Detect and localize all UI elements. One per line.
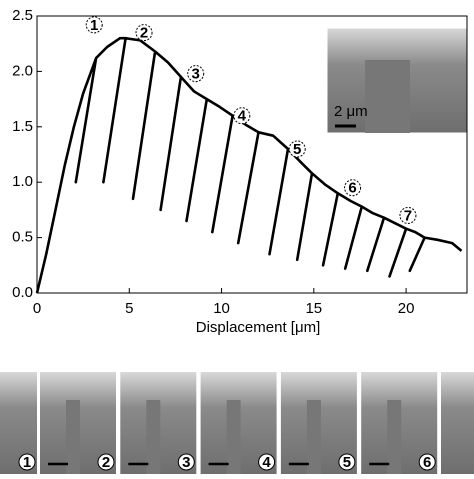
annotation: 7	[404, 207, 412, 224]
x-tick-label: 5	[125, 300, 133, 317]
panel-label: 1	[23, 454, 31, 471]
annotation: 2	[140, 25, 148, 42]
x-tick-label: 20	[398, 300, 415, 317]
x-tick-label: 15	[305, 300, 322, 317]
panel-trench	[146, 400, 161, 474]
annotation-circle	[135, 24, 153, 42]
annotation: 1	[90, 17, 98, 34]
panel-trench	[387, 400, 402, 474]
x-tick-label: 10	[213, 300, 230, 317]
annotation: 3	[192, 66, 200, 83]
panel-trench	[226, 400, 241, 474]
annotation-circle	[85, 16, 103, 34]
panel-label-circle	[418, 453, 436, 471]
plot-frame	[36, 15, 468, 294]
annotation-circle	[344, 179, 362, 197]
panel-label-circle	[18, 453, 36, 471]
annotation-circle	[233, 107, 251, 125]
y-tick-label: 0.5	[12, 229, 33, 246]
panel-image	[441, 372, 474, 474]
panel-label: 4	[262, 454, 271, 471]
panel-label: 3	[182, 454, 190, 471]
panel-trench	[306, 400, 321, 474]
inset-trench	[365, 60, 410, 133]
panel-label: 2	[102, 454, 110, 471]
y-tick-label: 1.0	[12, 173, 33, 190]
annotation: 6	[348, 180, 356, 197]
panel-label-circle	[177, 453, 195, 471]
x-axis-label: Displacement [μm]	[196, 319, 321, 336]
y-tick-label: 1.5	[12, 118, 33, 135]
panel-label-circle	[258, 453, 276, 471]
y-tick-label: 2.5	[12, 7, 33, 24]
y-tick-label: 2.0	[12, 62, 33, 79]
panel-label-circle	[97, 453, 115, 471]
panel-strip: 1 2 3 4 5 6	[0, 372, 474, 474]
panel-label: 5	[343, 454, 351, 471]
annotation: 4	[238, 108, 247, 125]
x-tick-label: 0	[33, 300, 41, 317]
data-line	[35, 36, 463, 294]
panel-label: 6	[423, 454, 431, 471]
inset: 2 μm	[326, 27, 469, 134]
annotation: 5	[293, 141, 301, 158]
inset-scale-label: 2 μm	[334, 103, 368, 120]
y-tick-label: 0.0	[12, 284, 33, 301]
panel-label-circle	[338, 453, 356, 471]
annotation-circle	[288, 140, 306, 158]
annotation-circle	[187, 65, 205, 83]
panel-trench	[66, 400, 80, 474]
annotation-circle	[399, 206, 417, 224]
